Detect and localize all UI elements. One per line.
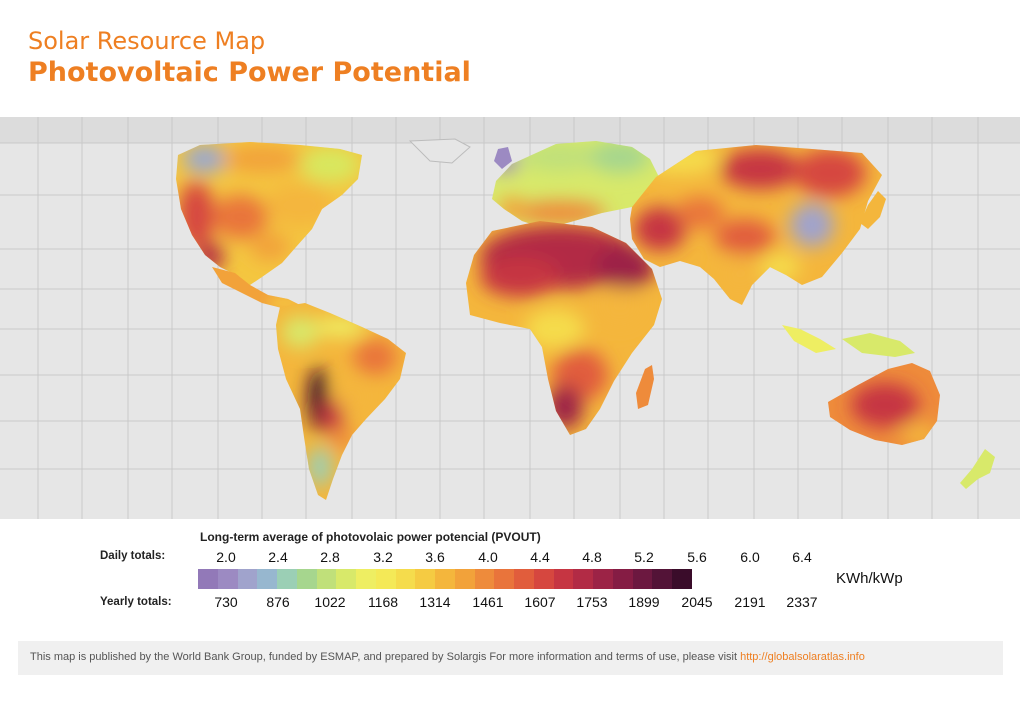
ramp-swatch <box>553 569 574 589</box>
color-ramp <box>198 569 692 589</box>
ramp-swatch <box>612 569 633 589</box>
yearly-tick: 1168 <box>367 594 399 610</box>
ramp-swatch <box>573 569 593 589</box>
yearly-tick: 1022 <box>314 594 346 610</box>
legend-heading: Long-term average of photovolaic power p… <box>200 530 541 544</box>
new-guinea <box>842 333 915 357</box>
title-block: Solar Resource Map Photovoltaic Power Po… <box>28 26 471 90</box>
ramp-swatch <box>237 569 258 589</box>
ramp-swatch <box>474 569 495 589</box>
ramp-swatch <box>356 569 376 589</box>
map-title: Photovoltaic Power Potential <box>28 57 471 88</box>
ramp-swatch <box>593 569 613 589</box>
new-zealand <box>960 449 995 489</box>
greenland <box>408 138 471 164</box>
daily-tick: 2.8 <box>320 549 340 565</box>
north-america <box>176 142 362 287</box>
daily-tick: 2.0 <box>216 549 236 565</box>
yearly-tick: 1753 <box>576 594 608 610</box>
arctic-band <box>0 117 1020 143</box>
ramp-swatch <box>277 569 297 589</box>
yearly-tick: 2191 <box>734 594 766 610</box>
daily-tick: 4.0 <box>478 549 498 565</box>
indonesia <box>782 325 836 353</box>
yearly-tick: 2337 <box>786 594 818 610</box>
ramp-swatch <box>198 569 218 589</box>
ramp-swatch <box>296 569 317 589</box>
daily-tick: 6.4 <box>792 549 812 565</box>
map-subtitle: Solar Resource Map <box>28 27 266 55</box>
ramp-swatch <box>257 569 277 589</box>
ramp-swatch <box>652 569 672 589</box>
atlas-link[interactable]: http://globalsolaratlas.info <box>740 651 865 663</box>
footer-note: This map is published by the World Bank … <box>30 651 738 663</box>
ramp-swatch <box>336 569 356 589</box>
ramp-swatch <box>672 569 692 589</box>
daily-totals-label: Daily totals: <box>100 550 166 562</box>
unit-label: KWh/kWp <box>836 570 903 587</box>
ramp-swatch <box>435 569 455 589</box>
yearly-tick: 1899 <box>628 594 660 610</box>
footer-text: This map is published by the World Bank … <box>30 651 865 663</box>
ramp-swatch <box>454 569 475 589</box>
ramp-swatch <box>316 569 337 589</box>
japan <box>860 191 886 229</box>
ramp-swatch <box>632 569 653 589</box>
daily-tick: 2.4 <box>268 549 288 565</box>
daily-tick: 3.2 <box>373 549 393 565</box>
ramp-swatch <box>533 569 554 589</box>
daily-tick: 4.4 <box>530 549 550 565</box>
ramp-swatch <box>415 569 435 589</box>
yearly-tick: 1461 <box>472 594 504 610</box>
world-map <box>0 117 1020 519</box>
ramp-swatch <box>514 569 534 589</box>
madagascar <box>636 365 654 409</box>
yearly-tick: 1607 <box>524 594 556 610</box>
daily-tick: 4.8 <box>582 549 602 565</box>
daily-tick: 6.0 <box>740 549 760 565</box>
yearly-tick: 2045 <box>681 594 713 610</box>
yearly-totals-label: Yearly totals: <box>100 596 172 608</box>
ramp-swatch <box>217 569 238 589</box>
uk <box>494 147 512 169</box>
ramp-swatch <box>375 569 396 589</box>
yearly-tick: 876 <box>266 594 290 610</box>
daily-tick: 5.6 <box>687 549 707 565</box>
ramp-swatch <box>395 569 416 589</box>
daily-tick: 3.6 <box>425 549 445 565</box>
yearly-tick: 1314 <box>419 594 451 610</box>
daily-tick: 5.2 <box>634 549 654 565</box>
ramp-swatch <box>494 569 514 589</box>
footer: This map is published by the World Bank … <box>18 641 1003 675</box>
yearly-tick: 730 <box>214 594 238 610</box>
